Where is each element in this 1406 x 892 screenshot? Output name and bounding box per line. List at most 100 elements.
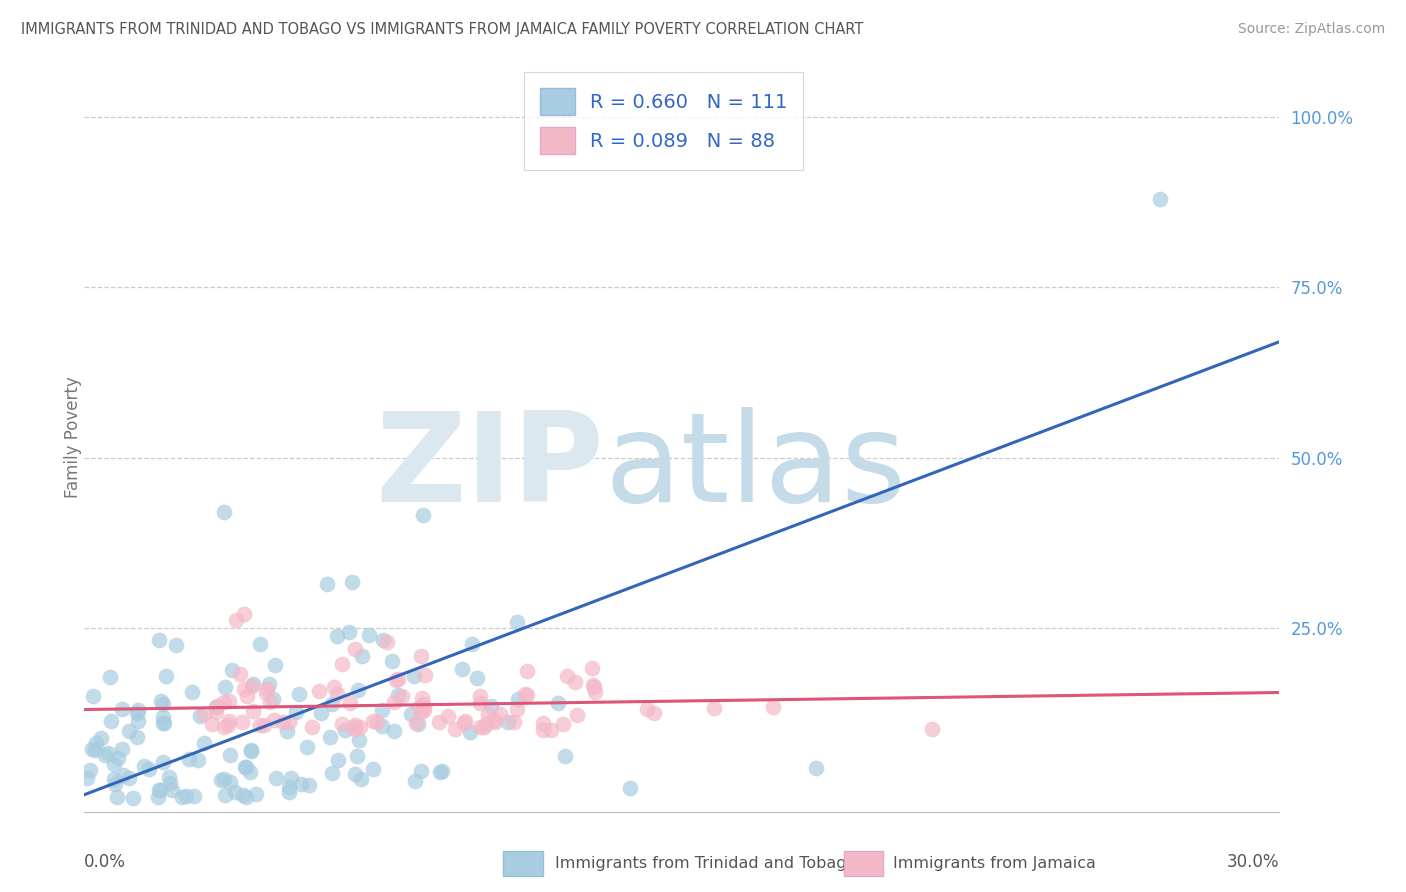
Point: [148, 789, 170, 804]
Point: [232, 789, 254, 803]
Text: 0.0%: 0.0%: [84, 853, 127, 871]
Point: [219, 775, 242, 789]
Point: [236, 690, 259, 704]
Point: [343, 641, 366, 656]
Text: atlas: atlas: [605, 407, 907, 527]
Point: [235, 760, 257, 774]
Point: [235, 790, 257, 805]
Point: [352, 649, 374, 664]
Point: [155, 669, 177, 683]
Point: [218, 714, 240, 729]
Point: [193, 707, 215, 722]
Point: [245, 787, 267, 801]
Point: [429, 714, 451, 729]
Point: [82, 690, 104, 704]
Point: [643, 706, 665, 721]
Point: [93, 747, 115, 762]
Point: [264, 658, 287, 673]
Point: [225, 613, 247, 627]
Point: [371, 703, 394, 717]
Point: [411, 705, 433, 719]
Point: [277, 780, 299, 794]
Point: [565, 708, 588, 723]
Point: [262, 692, 284, 706]
Point: [285, 706, 308, 720]
Point: [276, 723, 298, 738]
Point: [127, 714, 149, 729]
Point: [489, 707, 512, 722]
Point: [361, 714, 384, 729]
Point: [508, 691, 530, 706]
Point: [330, 717, 353, 731]
Point: [429, 765, 451, 780]
Point: [555, 669, 578, 683]
Point: [127, 730, 149, 744]
Point: [506, 702, 529, 716]
Point: [581, 661, 603, 675]
Point: [153, 716, 176, 731]
Point: [553, 717, 575, 731]
Point: [458, 725, 481, 739]
Point: [333, 723, 356, 737]
Point: [214, 788, 236, 802]
Point: [330, 657, 353, 672]
Point: [200, 717, 222, 731]
Text: ZIP: ZIP: [375, 407, 605, 527]
Point: [432, 764, 454, 779]
Point: [412, 703, 434, 717]
Point: [318, 731, 340, 745]
Point: [582, 678, 605, 692]
Point: [104, 777, 127, 791]
Point: [1149, 192, 1171, 206]
Point: [218, 694, 240, 708]
Point: [111, 702, 134, 716]
Point: [205, 706, 228, 720]
Point: [347, 733, 370, 747]
Point: [177, 752, 200, 766]
Y-axis label: Family Poverty: Family Poverty: [65, 376, 82, 498]
Point: [76, 772, 98, 786]
Point: [472, 720, 495, 734]
Point: [111, 741, 134, 756]
Point: [498, 715, 520, 730]
Point: [224, 785, 246, 799]
Point: [118, 771, 141, 785]
Point: [249, 637, 271, 651]
Point: [340, 574, 363, 589]
Point: [361, 762, 384, 776]
Point: [148, 783, 170, 797]
Point: [174, 789, 197, 803]
Point: [404, 774, 426, 789]
Point: [451, 662, 474, 676]
Point: [328, 753, 350, 767]
Point: [468, 720, 491, 734]
Point: [149, 694, 172, 708]
Point: [506, 615, 529, 629]
Point: [411, 764, 433, 778]
Point: [703, 701, 725, 715]
Point: [288, 687, 311, 701]
Point: [921, 722, 943, 736]
Point: [465, 671, 488, 685]
Point: [212, 505, 235, 519]
Point: [408, 700, 430, 714]
Point: [205, 699, 228, 714]
Point: [583, 685, 606, 699]
Point: [138, 762, 160, 776]
Point: [112, 768, 135, 782]
Point: [127, 706, 149, 720]
Point: [482, 713, 505, 727]
Point: [205, 698, 228, 713]
Point: [502, 714, 524, 729]
Point: [619, 781, 641, 796]
Point: [157, 770, 180, 784]
Point: [484, 714, 506, 729]
Point: [249, 717, 271, 731]
Point: [316, 576, 339, 591]
Point: [583, 680, 606, 694]
Point: [280, 771, 302, 785]
Point: [411, 648, 433, 663]
Point: [554, 748, 576, 763]
Point: [105, 789, 128, 804]
Point: [121, 790, 143, 805]
